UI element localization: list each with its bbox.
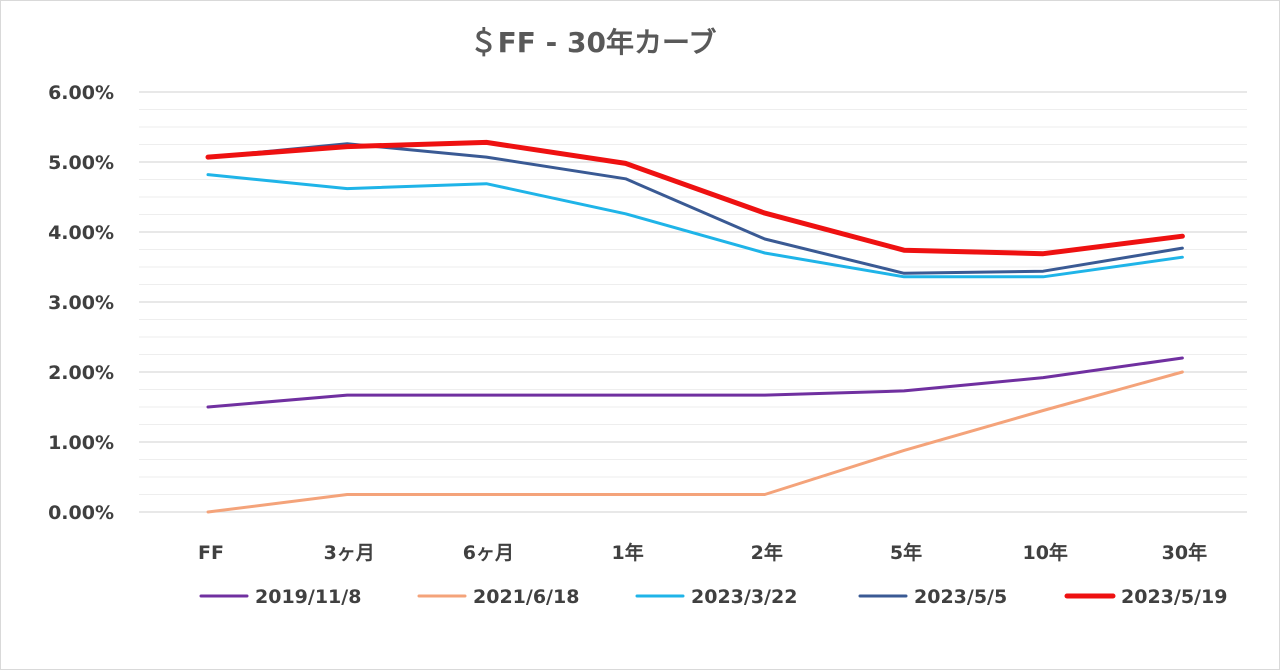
series-line (206, 356, 1184, 409)
y-tick-label: 2.00% (48, 362, 114, 384)
y-tick-label: 3.00% (48, 292, 114, 314)
x-tick-label: 5年 (890, 541, 922, 564)
chart-title: ＄FF - 30年カーブ (470, 26, 717, 59)
series-line (206, 173, 1184, 279)
minor-gridlines (139, 109, 1247, 495)
x-axis-ticks: FF 3ヶ月 6ヶ月 1年 2年 5年 10年 30年 (198, 541, 1207, 564)
legend-label: 2023/3/22 (691, 586, 797, 608)
x-tick-label: 10年 (1022, 541, 1067, 564)
legend-label: 2021/6/18 (473, 586, 579, 608)
y-tick-label: 1.00% (48, 432, 114, 454)
series-lines (205, 139, 1185, 514)
x-tick-label: 6ヶ月 (463, 542, 514, 564)
legend-label: 2023/5/19 (1121, 586, 1227, 608)
legend-label: 2019/11/8 (255, 586, 361, 608)
x-tick-label: 1年 (611, 541, 643, 564)
x-tick-label: 3ヶ月 (324, 542, 375, 564)
x-tick-label: FF (198, 542, 224, 564)
y-tick-label: 0.00% (48, 502, 114, 524)
legend-label: 2023/5/5 (914, 586, 1007, 608)
series-line (206, 370, 1184, 514)
x-tick-label: 30年 (1162, 541, 1207, 564)
y-axis-ticks: 0.00% 1.00% 2.00% 3.00% 4.00% 5.00% 6.00% (48, 82, 114, 524)
legend: 2019/11/8 2021/6/18 2023/3/22 2023/5/5 2023/… (199, 586, 1227, 608)
y-tick-label: 5.00% (48, 152, 114, 174)
y-tick-label: 6.00% (48, 82, 114, 104)
x-tick-label: 2年 (751, 541, 783, 564)
series-line (205, 139, 1185, 257)
y-tick-label: 4.00% (48, 222, 114, 244)
major-gridlines (139, 91, 1247, 513)
